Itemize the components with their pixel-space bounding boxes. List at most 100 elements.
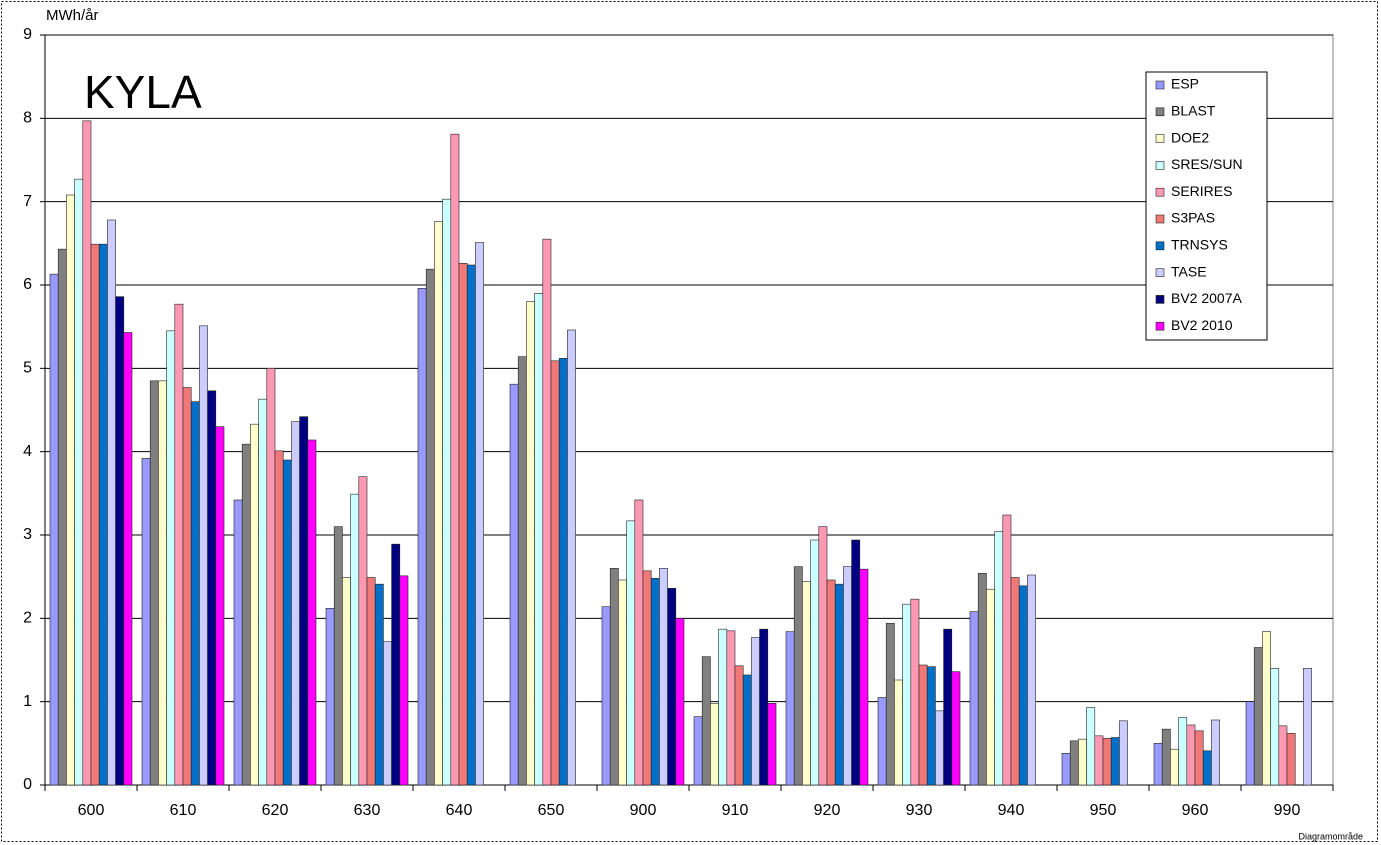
bar	[751, 637, 760, 786]
bar	[90, 243, 100, 786]
x-tick-label: 960	[1182, 802, 1209, 819]
bar	[534, 293, 544, 786]
bar	[350, 493, 360, 786]
bar	[542, 238, 552, 786]
bar	[843, 566, 852, 786]
x-tick-label: 640	[446, 802, 473, 819]
bar	[1178, 717, 1188, 786]
bar	[250, 423, 259, 786]
bar	[1202, 750, 1212, 786]
bar	[951, 671, 961, 786]
bar	[1102, 738, 1112, 786]
bar	[567, 329, 576, 786]
y-tick-label: 3	[23, 526, 32, 543]
bar	[358, 476, 368, 786]
bar	[325, 608, 335, 786]
bar	[1286, 733, 1296, 786]
chart-title: KYLA	[84, 66, 202, 118]
bar	[57, 248, 67, 786]
bar	[399, 575, 409, 786]
bar	[902, 603, 912, 786]
y-tick-label: 1	[23, 693, 32, 710]
bar	[74, 178, 84, 786]
bar	[1253, 647, 1263, 786]
bar	[877, 697, 887, 786]
bar	[425, 268, 435, 786]
bar	[66, 194, 75, 786]
bar	[1094, 735, 1104, 786]
bar	[767, 703, 777, 786]
bar	[207, 390, 217, 786]
bar	[274, 450, 284, 786]
bar	[215, 426, 225, 786]
bar	[834, 583, 844, 786]
legend-label: SRES/SUN	[1171, 156, 1243, 172]
bar	[417, 288, 427, 786]
bar	[1002, 514, 1012, 786]
bar	[282, 459, 292, 786]
bar	[509, 383, 519, 786]
bar	[1186, 724, 1196, 786]
bar	[1078, 738, 1087, 786]
bar	[675, 618, 685, 786]
bar	[1061, 753, 1071, 786]
bar	[158, 380, 167, 786]
bar	[1170, 748, 1179, 786]
bar	[1110, 737, 1120, 786]
bar	[342, 577, 351, 786]
bar	[1086, 707, 1096, 786]
bar	[742, 674, 752, 786]
legend-label: BV2 2010	[1171, 317, 1233, 333]
bar	[1194, 730, 1204, 786]
y-tick-label: 7	[23, 193, 32, 210]
bar	[626, 520, 636, 786]
bar	[851, 539, 861, 786]
bar	[442, 198, 452, 786]
legend-swatch	[1155, 321, 1165, 331]
bar	[642, 570, 652, 786]
bar	[182, 387, 192, 786]
bar	[199, 325, 208, 786]
bar	[299, 416, 309, 786]
y-tick-label: 2	[23, 610, 32, 627]
bar	[802, 581, 811, 786]
bar	[818, 526, 828, 786]
bar	[517, 356, 527, 786]
bar	[333, 526, 343, 786]
y-tick-label: 4	[23, 443, 32, 460]
bar	[434, 221, 443, 786]
bar	[374, 583, 384, 786]
bar	[49, 273, 59, 786]
bar	[726, 630, 736, 786]
y-tick-label: 5	[23, 360, 32, 377]
y-tick-label: 0	[23, 776, 32, 793]
bar	[475, 242, 484, 786]
bar	[258, 398, 268, 786]
legend-swatch	[1155, 295, 1165, 304]
bar	[943, 628, 953, 786]
x-tick-label: 900	[630, 802, 657, 819]
bar	[526, 301, 535, 786]
x-tick-label: 950	[1090, 802, 1117, 819]
bar	[701, 656, 711, 786]
bar	[935, 710, 944, 786]
bar	[810, 539, 820, 786]
bar	[1270, 668, 1280, 786]
bar	[1018, 585, 1028, 786]
bar	[994, 531, 1004, 786]
bar	[859, 568, 869, 786]
x-tick-label: 910	[722, 802, 749, 819]
y-axis-label: MWh/år	[46, 7, 99, 24]
bar	[734, 665, 744, 786]
bar	[466, 264, 476, 786]
legend-swatch	[1155, 241, 1165, 251]
legend-label: ESP	[1171, 76, 1199, 92]
bar	[1027, 574, 1036, 786]
bar	[391, 543, 401, 786]
bar	[918, 664, 928, 786]
legend-swatch	[1155, 214, 1165, 224]
legend-swatch	[1155, 107, 1165, 117]
bar	[115, 296, 125, 786]
bar	[1010, 577, 1020, 786]
